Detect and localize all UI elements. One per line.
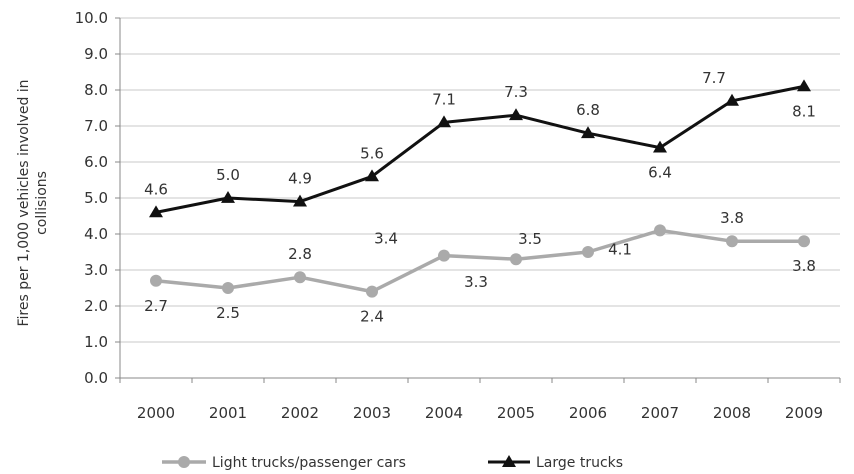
y-tick-label: 0.0 — [84, 369, 108, 387]
data-label: 7.7 — [702, 69, 726, 87]
data-label: 5.0 — [216, 166, 240, 184]
y-tick-label: 3.0 — [84, 261, 108, 279]
data-point — [222, 282, 234, 294]
legend-marker-triangle — [502, 455, 516, 467]
data-label: 3.5 — [518, 230, 542, 248]
y-tick-label: 5.0 — [84, 189, 108, 207]
data-label: 3.8 — [792, 257, 816, 275]
series-line-large-trucks — [155, 84, 805, 214]
data-point — [726, 235, 738, 248]
y-axis-title-line-1: Fires per 1,000 vehicles involved in — [16, 79, 32, 326]
data-label: 7.1 — [432, 90, 456, 108]
x-tick-label: 2001 — [209, 404, 247, 422]
data-label: 8.1 — [792, 102, 816, 120]
data-point — [437, 115, 451, 128]
y-tick-label: 6.0 — [84, 153, 108, 171]
x-tick-label: 2006 — [569, 404, 607, 422]
data-labels: 2.7 2.5 2.8 2.4 3.4 3.3 3.5 4.1 3.8 3.8 4.6 5.0 4.9 5… — [144, 69, 816, 326]
data-label: 6.8 — [576, 101, 600, 119]
x-tick-labels: 2000 2001 2002 2003 2004 2005 2006 2007 2008 2009 — [137, 404, 823, 422]
y-axis-title-line-2: collisions — [34, 171, 50, 235]
y-tick-labels: 0.0 1.0 2.0 3.0 4.0 5.0 6.0 7.0 8.0 9.0 10.0 — [75, 9, 108, 387]
data-label: 3.8 — [720, 209, 744, 227]
x-tick-label: 2002 — [281, 404, 319, 422]
data-point — [438, 249, 450, 262]
data-point — [294, 271, 306, 284]
data-point — [798, 235, 810, 248]
data-label: 4.6 — [144, 180, 168, 198]
series — [149, 79, 811, 298]
data-point — [509, 108, 523, 121]
y-tick-label: 2.0 — [84, 297, 108, 315]
data-point — [149, 205, 163, 218]
data-label: 7.3 — [504, 83, 528, 101]
y-tick-label: 10.0 — [75, 9, 108, 27]
legend: Light trucks/passenger cars Large trucks — [162, 455, 623, 471]
y-tick-label: 9.0 — [84, 45, 108, 63]
gridlines — [120, 17, 840, 343]
data-point — [581, 126, 595, 139]
data-point — [221, 191, 235, 203]
data-label: 2.4 — [360, 308, 384, 326]
data-label: 3.4 — [374, 230, 398, 248]
data-point — [653, 140, 667, 153]
y-tick-label: 7.0 — [84, 117, 108, 135]
y-tick-label: 4.0 — [84, 225, 108, 243]
y-axis-title: Fires per 1,000 vehicles involved in coll… — [16, 79, 50, 326]
data-label: 4.1 — [608, 240, 632, 258]
data-point — [797, 79, 811, 92]
series-line-light-trucks — [155, 228, 804, 294]
x-tick-label: 2004 — [425, 404, 463, 422]
data-label: 2.8 — [288, 245, 312, 263]
x-tick-label: 2007 — [641, 404, 679, 422]
data-label: 5.6 — [360, 144, 384, 162]
x-tick-label: 2009 — [785, 404, 823, 422]
data-label: 2.7 — [144, 297, 168, 315]
data-label: 3.3 — [464, 273, 488, 291]
y-tick-label: 1.0 — [84, 333, 108, 351]
data-point — [150, 274, 162, 287]
x-tick-label: 2000 — [137, 404, 175, 422]
data-point — [654, 224, 666, 237]
y-tick-label: 8.0 — [84, 81, 108, 99]
x-tick-label: 2003 — [353, 404, 391, 422]
data-point — [510, 253, 522, 266]
data-point — [582, 246, 594, 258]
legend-label: Large trucks — [536, 455, 623, 471]
data-label: 4.9 — [288, 170, 312, 188]
data-point — [725, 93, 739, 106]
data-point — [293, 194, 307, 207]
data-label: 6.4 — [648, 164, 672, 182]
legend-label: Light trucks/passenger cars — [212, 455, 406, 471]
data-point — [366, 285, 378, 298]
data-point — [365, 169, 379, 182]
x-tick-label: 2008 — [713, 404, 751, 422]
x-tick-label: 2005 — [497, 404, 535, 422]
data-label: 2.5 — [216, 304, 240, 322]
legend-marker-circle — [178, 456, 190, 468]
axes — [115, 17, 841, 383]
